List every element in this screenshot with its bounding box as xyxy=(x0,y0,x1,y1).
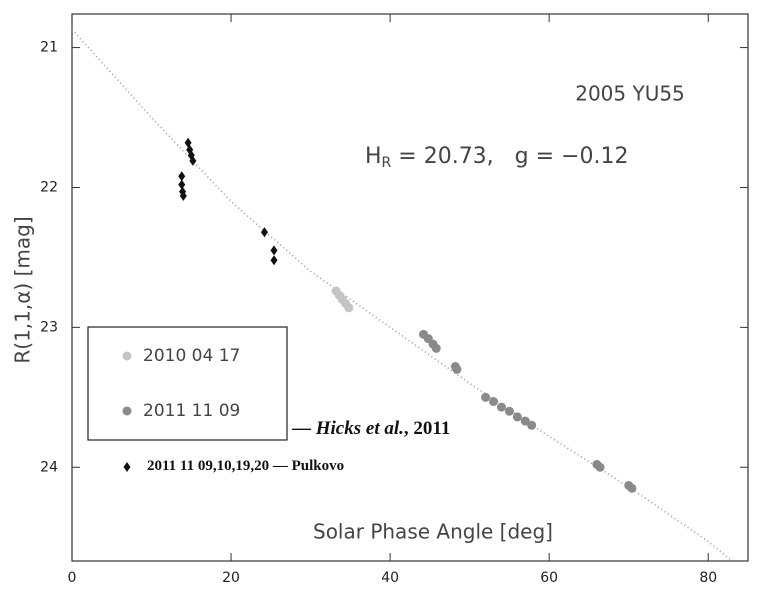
x-tick-label: 80 xyxy=(699,570,717,586)
phase-curve xyxy=(71,28,733,562)
year: , 2011 xyxy=(404,418,450,439)
data-point xyxy=(520,416,530,426)
data-point xyxy=(189,155,197,166)
legend-marker xyxy=(122,351,132,361)
data-point xyxy=(489,397,499,407)
legend-box xyxy=(87,326,288,441)
param-values: = 20.73, g = −0.12 xyxy=(391,144,628,169)
source-note: — Hicks et al., 2011 xyxy=(291,418,450,439)
legend-marker xyxy=(122,406,132,416)
series-name: 2011 11 09,10,19,20 xyxy=(147,458,269,474)
object-name: 2005 YU55 xyxy=(575,82,685,106)
source-note: — Pulkovo xyxy=(269,458,344,474)
data-point xyxy=(260,227,268,238)
legend-label: 2011 11 09,10,19,20 — Pulkovo xyxy=(147,458,344,474)
fit-params: HR = 20.73, g = −0.12 xyxy=(365,144,628,171)
author: Hicks et al. xyxy=(315,418,404,439)
dash: — xyxy=(291,418,316,439)
data-point xyxy=(270,255,278,266)
x-tick-label: 60 xyxy=(540,570,558,586)
legend-marker xyxy=(123,462,131,472)
plot-frame xyxy=(71,13,749,562)
data-point xyxy=(178,179,186,190)
data-point xyxy=(627,483,637,493)
data-point xyxy=(431,343,441,353)
data-point xyxy=(270,245,278,256)
x-tick-label: 20 xyxy=(222,570,240,586)
param-symbol: H xyxy=(365,144,382,169)
data-point xyxy=(481,392,491,402)
data-point xyxy=(179,190,187,201)
data-point xyxy=(496,402,506,412)
data-point xyxy=(527,420,537,430)
data-point xyxy=(595,462,605,472)
data-point xyxy=(452,364,462,374)
y-axis-label: R(1,1,α) [mag] xyxy=(11,216,35,363)
legend-label: 2011 11 09 xyxy=(143,401,240,421)
x-tick-label: 0 xyxy=(68,570,77,586)
data-point xyxy=(344,303,354,313)
y-tick-label: 21 xyxy=(40,40,58,56)
data-point xyxy=(178,171,186,182)
param-subscript: R xyxy=(382,155,392,171)
y-tick-label: 22 xyxy=(40,179,58,195)
legend-label: 2010 04 17 xyxy=(143,346,240,366)
y-tick-label: 23 xyxy=(40,319,58,335)
data-point xyxy=(512,412,522,422)
x-tick-label: 40 xyxy=(381,570,399,586)
x-axis-label: Solar Phase Angle [deg] xyxy=(313,520,553,544)
y-tick-label: 24 xyxy=(40,459,58,475)
data-point xyxy=(504,406,514,416)
